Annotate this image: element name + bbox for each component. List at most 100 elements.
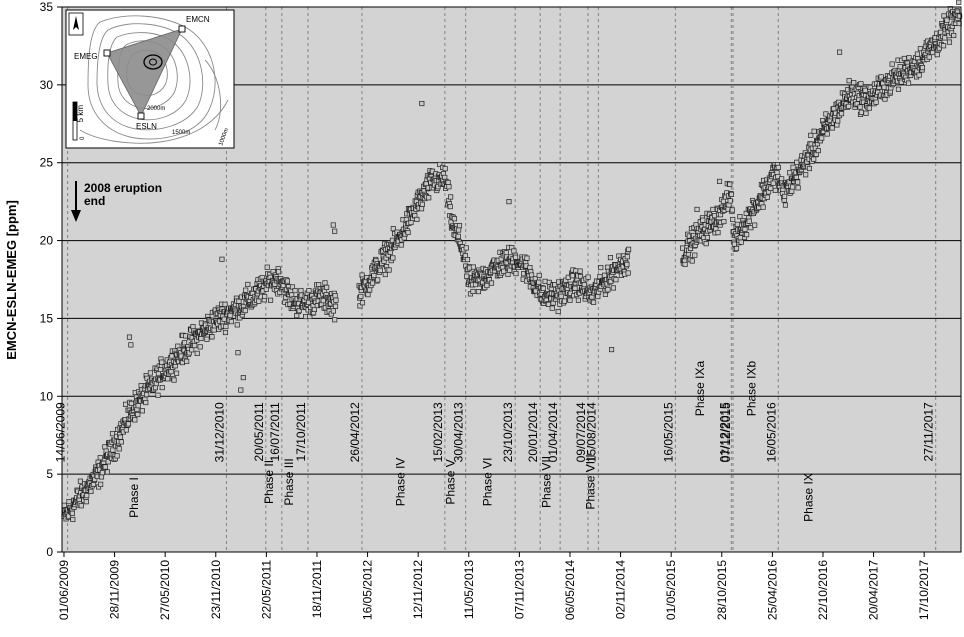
event-label: 27/11/2017 (922, 402, 936, 461)
event-label: 16/07/2011 (268, 402, 282, 461)
data-point (264, 264, 270, 270)
data-point (243, 287, 249, 293)
data-point (858, 81, 864, 87)
data-point (69, 510, 75, 516)
phase-label: Phase IV (394, 458, 408, 507)
data-point (390, 255, 396, 261)
event-label: 15/08/2014 (584, 402, 598, 462)
data-point (147, 370, 153, 376)
data-point (901, 55, 907, 62)
data-point (88, 488, 94, 494)
data-point (703, 241, 709, 247)
data-point (846, 78, 852, 84)
x-tick-label: 22/10/2016 (816, 560, 830, 620)
data-point (437, 161, 443, 168)
data-point (549, 305, 555, 311)
data-point (863, 110, 869, 116)
data-point (128, 342, 134, 348)
data-point (470, 288, 476, 294)
data-point (192, 342, 198, 349)
data-point (184, 358, 190, 364)
y-tick-label: 15 (40, 311, 54, 325)
data-point (906, 55, 912, 61)
data-point (881, 84, 887, 90)
data-point (811, 128, 817, 134)
station-label-esln: ESLN (136, 122, 157, 131)
phase-label: Phase VI (480, 458, 494, 507)
data-point (311, 306, 317, 312)
data-point (501, 268, 507, 274)
data-point (610, 285, 616, 291)
phase-label: Phase IXb (745, 360, 759, 416)
data-point (567, 297, 573, 303)
data-point (536, 272, 542, 278)
data-point (84, 493, 90, 499)
data-point (721, 219, 727, 225)
data-point (371, 272, 377, 279)
x-tick-label: 22/05/2011 (259, 560, 273, 619)
data-point (238, 387, 244, 393)
data-point (889, 61, 895, 67)
data-point (276, 269, 282, 275)
data-point (527, 264, 533, 271)
data-point (125, 421, 132, 427)
data-point (607, 255, 614, 261)
data-point (577, 268, 583, 274)
eruption-annotation-line2: end (84, 194, 105, 208)
data-point (862, 87, 868, 93)
data-point (956, 0, 962, 5)
phase-label: Phase VII (539, 456, 553, 508)
data-point (169, 353, 175, 359)
data-point (938, 29, 944, 35)
data-point (221, 316, 227, 322)
data-point (589, 294, 595, 300)
scale-bar: 5 km 0 (72, 101, 86, 141)
data-point (298, 287, 304, 294)
y-tick-label: 35 (40, 0, 54, 14)
data-point (194, 350, 200, 356)
data-point (733, 245, 740, 252)
data-point (222, 301, 228, 307)
data-point (795, 179, 801, 185)
data-point (837, 49, 843, 55)
data-point (942, 35, 948, 41)
data-point (245, 281, 251, 288)
data-point (484, 282, 490, 289)
x-tick-label: 25/04/2016 (765, 560, 779, 620)
data-point (730, 216, 736, 223)
data-point (608, 278, 614, 285)
data-point (811, 156, 817, 162)
data-point (815, 148, 821, 154)
data-point (70, 516, 76, 523)
data-point (795, 185, 801, 191)
data-point (414, 216, 420, 222)
data-point (110, 447, 116, 453)
y-tick-label: 5 (46, 467, 53, 481)
data-point (624, 254, 630, 260)
data-point (624, 261, 630, 268)
data-point (447, 204, 453, 210)
data-point (737, 235, 743, 241)
data-point (358, 293, 364, 299)
data-point (569, 273, 576, 279)
data-point (598, 265, 604, 271)
data-point (77, 478, 83, 484)
data-point (930, 49, 936, 56)
data-point (303, 314, 309, 320)
phase-labels: Phase I Phase II Phase III Phase IV Phase V P… (127, 360, 815, 521)
data-point (242, 308, 248, 314)
x-tick-label: 16/05/2012 (361, 560, 375, 620)
event-label: 01/12/2015 (717, 402, 731, 462)
data-point (729, 207, 735, 213)
x-tick-label: 27/05/2010 (158, 560, 172, 620)
data-point (575, 297, 581, 303)
data-point (155, 371, 161, 377)
data-point (513, 271, 519, 277)
data-point (123, 427, 129, 433)
contour-label-1000: 1000m (218, 127, 230, 146)
data-point (609, 347, 615, 353)
data-point (227, 312, 233, 319)
data-point (625, 270, 631, 276)
phase-label: Phase IXa (693, 360, 707, 416)
data-point (463, 245, 469, 251)
